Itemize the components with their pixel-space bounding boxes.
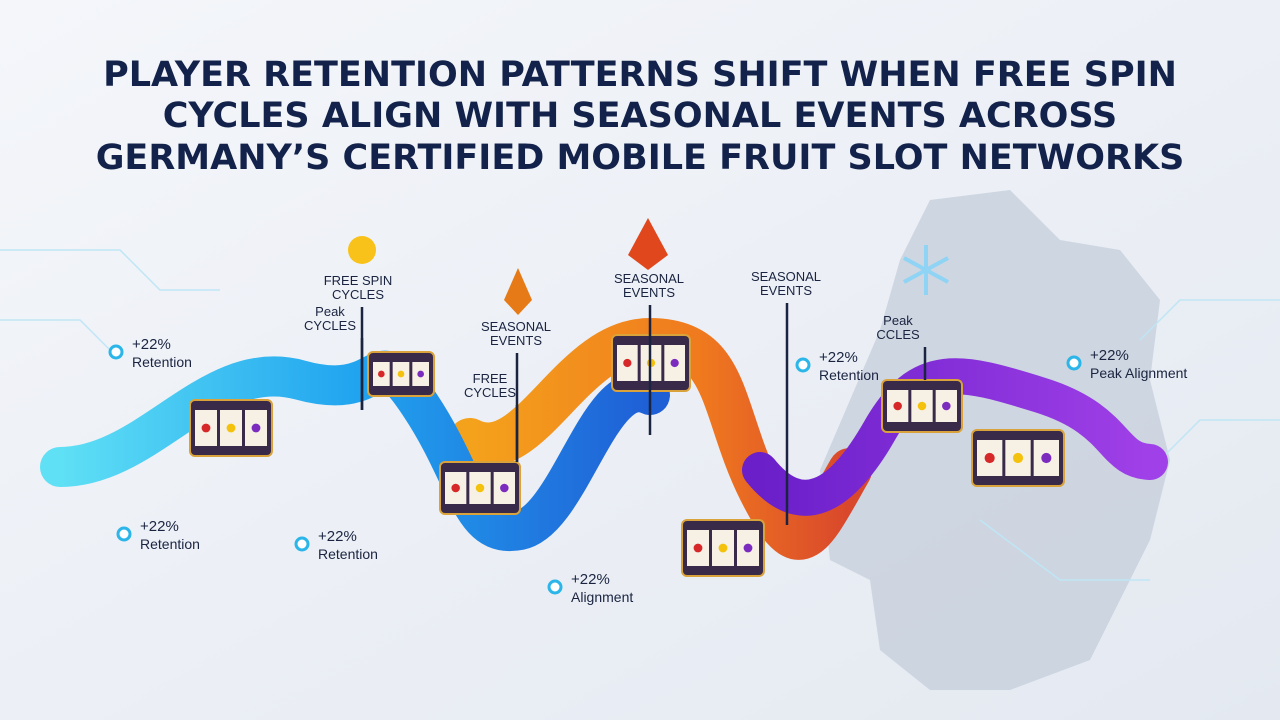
- stat-value: +22%: [318, 528, 357, 545]
- slot-machines: [189, 334, 1065, 577]
- slot-fruit: [201, 423, 211, 433]
- stat-value: +22%: [132, 336, 171, 353]
- slot-fruit: [718, 543, 728, 553]
- callout-label: EVENTS: [623, 285, 675, 300]
- purple-ribbon: [742, 358, 1168, 516]
- slot-fruit: [378, 370, 385, 378]
- slot-fruit: [670, 358, 679, 368]
- slot-fruit: [451, 483, 460, 493]
- callout-label: SEASONAL: [751, 269, 821, 284]
- callout-label: FREE: [473, 371, 508, 386]
- callout-label: SEASONAL: [614, 271, 684, 286]
- stat-value: +22%: [1090, 347, 1129, 364]
- stat-dot: [294, 536, 310, 552]
- stat-label: Retention: [819, 367, 879, 383]
- ribbons: [40, 317, 1168, 560]
- orange-ribbon: [448, 317, 872, 560]
- sun-icon: [348, 236, 376, 264]
- slot-fruit: [417, 370, 424, 378]
- callout-label: EVENTS: [490, 333, 542, 348]
- slot-fruit: [917, 401, 927, 411]
- slot-fruit: [1012, 452, 1024, 464]
- stat-dot: [547, 579, 563, 595]
- callout-label: EVENTS: [760, 283, 812, 298]
- leaf-icon: [628, 218, 668, 270]
- callout-label: CCLES: [876, 327, 920, 342]
- slot-fruit: [251, 423, 261, 433]
- slot-fruit: [942, 401, 951, 411]
- stat-label: Retention: [318, 546, 378, 562]
- slot-fruit: [500, 483, 509, 493]
- stat-dot: [1066, 355, 1082, 371]
- leaf-icon: [504, 268, 532, 315]
- slot-fruit: [226, 423, 236, 433]
- stat-label: Retention: [140, 536, 200, 552]
- stat-dot: [108, 344, 124, 360]
- stat-dot: [795, 357, 811, 373]
- slot-fruit: [623, 358, 632, 368]
- slot-fruit: [984, 452, 995, 464]
- callout-label: FREE SPIN: [324, 273, 393, 288]
- slot-machine: [367, 351, 435, 397]
- callout-label: Peak: [883, 313, 913, 328]
- icons: [348, 218, 949, 315]
- slot-fruit: [475, 483, 485, 493]
- callout-label: CYCLES: [464, 385, 516, 400]
- stat-value: +22%: [819, 349, 858, 366]
- slot-machine: [971, 429, 1065, 487]
- callout-label: CYCLES: [332, 287, 384, 302]
- slot-machine: [439, 461, 521, 515]
- slot-machine: [681, 519, 765, 577]
- title-line: GERMANY’S CERTIFIED MOBILE FRUIT SLOT NE…: [96, 138, 1185, 178]
- stats: +22%Retention+22%Retention +22%Retention+…: [108, 336, 1187, 605]
- snowflake-icon: [903, 245, 949, 295]
- slot-machine: [189, 399, 273, 457]
- slot-fruit: [397, 370, 405, 378]
- callout-label: Peak: [315, 304, 345, 319]
- stat-label: Alignment: [571, 589, 633, 605]
- slot-fruit: [693, 543, 703, 553]
- title-line: PLAYER RETENTION PATTERNS SHIFT WHEN FRE…: [103, 55, 1177, 95]
- slot-fruit: [893, 401, 902, 411]
- title-line: CYCLES ALIGN WITH SEASONAL EVENTS ACROSS: [163, 96, 1118, 136]
- blue-ribbon: [40, 350, 670, 552]
- stat-value: +22%: [140, 518, 179, 535]
- stat-value: +22%: [571, 571, 610, 588]
- callout-label: CYCLES: [304, 318, 356, 333]
- slot-fruit: [1041, 452, 1052, 464]
- stat-label: Retention: [132, 354, 192, 370]
- callout-label: SEASONAL: [481, 319, 551, 334]
- slot-fruit: [743, 543, 753, 553]
- title: PLAYER RETENTION PATTERNS SHIFT WHEN FRE…: [96, 55, 1185, 178]
- slot-machine: [881, 379, 963, 433]
- stat-dot: [116, 526, 132, 542]
- circuit-lines: [0, 249, 1280, 581]
- stat-label: Peak Alignment: [1090, 365, 1187, 381]
